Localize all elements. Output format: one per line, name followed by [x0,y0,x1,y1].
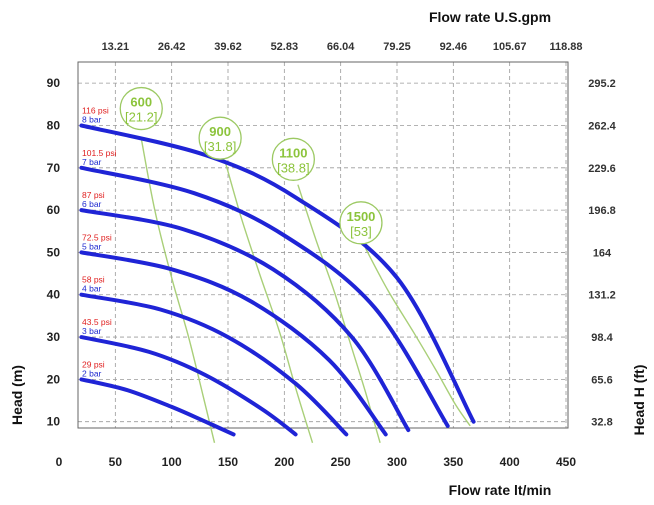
right-tick-label: 32.8 [591,417,612,429]
x-tick-label: 200 [274,455,294,469]
x-tick-label: 250 [331,455,351,469]
right-tick-label: 65.6 [591,374,612,386]
y-tick-label: 40 [47,288,61,302]
series-bar-label: 5 bar [82,241,102,251]
y-tick-label: 80 [47,118,61,132]
right-tick-label: 98.4 [591,332,613,344]
right-tick-label: 229.6 [588,163,616,175]
series-psi-label: 116 psi [82,105,109,115]
series-bar-label: 4 bar [82,284,102,294]
power-label-top: 600 [130,95,152,110]
series-psi-label: 72.5 psi [82,232,112,242]
x-tick-label: 50 [109,455,123,469]
top-tick-label: 52.83 [271,41,299,53]
power-label-circle [198,116,242,160]
power-label-circle [119,86,163,131]
y-tick-label: 90 [47,76,61,90]
series-psi-label: 58 psi [82,275,105,285]
power-label-bottom: [53] [350,224,372,239]
series-bar-label: 8 bar [82,114,102,124]
left-axis-title: Head (m) [9,365,25,425]
ticks: 0 50 100 150 200 250 300 350 400 450 10 20 30 40 50 60 7… [47,41,617,469]
pressure-curve [79,123,476,424]
right-tick-label: 295.2 [588,78,616,90]
power-curve [225,163,314,444]
top-tick-label: 66.04 [327,41,355,53]
power-curve [140,138,216,443]
series-psi-label: 29 psi [82,359,105,369]
series-bar-label: 7 bar [82,157,102,167]
pressure-curve [79,250,388,437]
plot-frame [77,61,569,429]
top-axis-title: Flow rate U.S.gpm [429,9,551,25]
x-tick-label: 0 [56,455,63,469]
power-label-top: 900 [209,124,231,139]
pressure-curve [79,377,236,437]
top-tick-label: 105.67 [493,41,527,53]
y-tick-label: 10 [47,415,61,429]
series-psi-label: 101.5 psi [82,148,117,158]
right-tick-label: 131.2 [588,290,616,302]
y-tick-label: 60 [47,203,61,217]
series-bar-label: 2 bar [82,368,102,378]
power-label-bottom: [38.8] [277,160,310,175]
power-curve [364,247,471,427]
power-label-top: 1500 [346,209,375,224]
x-tick-label: 450 [556,455,576,469]
y-tick-label: 20 [47,372,61,386]
x-tick-label: 150 [218,455,238,469]
right-tick-label: 262.4 [588,120,616,132]
power-label-circle [339,201,383,245]
power-labels: 600[21.2] 900[31.8] 1100[38.8] 1500[53] [119,86,383,245]
pressure-curve [79,208,411,433]
y-tick-label: 50 [47,245,61,259]
top-tick-label: 118.88 [549,41,582,53]
top-tick-label: 79.25 [383,41,411,53]
pressure-series [79,123,476,437]
right-tick-label: 164 [593,247,612,259]
series-psi-label: 43.5 psi [82,317,112,327]
right-axis-title: Head H (ft) [631,365,647,436]
bottom-axis-title: Flow rate lt/min [449,482,552,498]
x-tick-label: 300 [387,455,407,469]
right-tick-label: 196.8 [588,205,616,217]
series-bar-label: 6 bar [82,199,102,209]
pressure-curve [79,335,298,437]
y-tick-label: 30 [47,330,61,344]
x-tick-label: 400 [500,455,520,469]
power-label-bottom: [31.8] [204,139,237,154]
top-tick-label: 13.21 [102,41,130,53]
grid [78,62,568,428]
x-tick-label: 100 [162,455,182,469]
top-tick-label: 92.46 [440,41,468,53]
top-tick-label: 26.42 [158,41,186,53]
power-curves [140,138,471,444]
series-bar-label: 3 bar [82,326,102,336]
series-psi-label: 87 psi [82,190,105,200]
pressure-curve [79,165,450,428]
power-label-circle [271,137,315,181]
top-tick-label: 39.62 [214,41,242,53]
x-tick-label: 350 [443,455,463,469]
power-curve [297,184,381,443]
y-tick-label: 70 [47,161,61,175]
power-label-bottom: [21.2] [125,110,158,125]
pressure-curve [79,292,349,437]
power-label-top: 1100 [279,145,307,160]
